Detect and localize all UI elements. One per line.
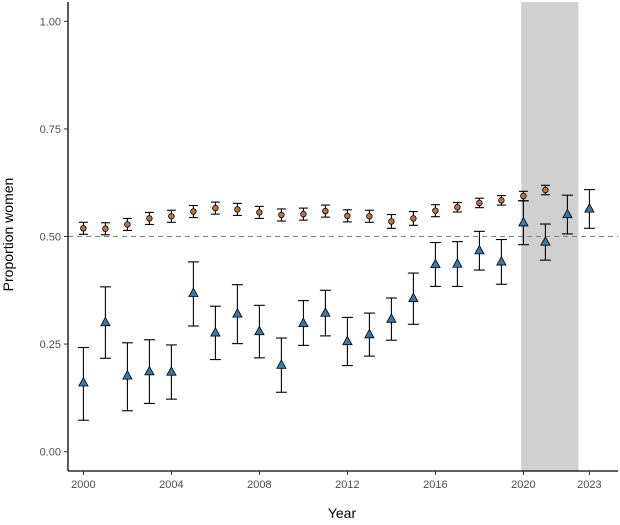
triangle-point	[78, 376, 89, 387]
triangle-point	[386, 313, 397, 323]
circle-point	[366, 213, 373, 220]
triangle-point	[276, 359, 287, 369]
y-tick-label: 0.25	[40, 339, 61, 351]
circle-point	[498, 197, 505, 204]
triangle-point	[452, 257, 463, 268]
circle-point	[454, 204, 461, 211]
circle-point	[278, 211, 285, 219]
circle-point	[300, 210, 307, 218]
y-tick-label: 0.75	[40, 124, 61, 136]
circle-point	[168, 213, 175, 220]
y-tick-label: 0.00	[40, 447, 61, 459]
triangle-point	[562, 208, 573, 219]
circle-point	[80, 225, 87, 232]
circle-point	[256, 209, 263, 216]
triangle-point	[166, 365, 177, 376]
x-tick-label: 2004	[159, 479, 183, 491]
circle-point	[344, 212, 351, 220]
x-tick-label: 2008	[247, 479, 271, 491]
circle-point	[476, 199, 483, 207]
circle-point	[102, 225, 109, 232]
y-tick-label: 0.50	[40, 232, 61, 244]
circle-point	[234, 206, 241, 213]
triangle-point	[342, 335, 353, 346]
circle-point	[322, 207, 329, 215]
x-tick-label: 2012	[335, 479, 359, 491]
y-tick-label: 1.00	[40, 16, 61, 28]
x-axis-title: Year	[328, 505, 357, 521]
triangle-point	[430, 258, 441, 269]
triangle-point	[540, 236, 551, 246]
triangle-point	[254, 325, 265, 336]
circle-point	[124, 221, 131, 228]
circle-point	[212, 204, 219, 212]
circle-point	[146, 215, 153, 222]
triangle-point	[122, 369, 133, 380]
triangle-point	[298, 317, 309, 328]
circle-point	[432, 207, 439, 214]
triangle-point	[496, 255, 507, 266]
triangle-point	[474, 244, 485, 255]
x-tick-label: 2020	[511, 479, 535, 491]
x-tick-label: 2023	[577, 479, 601, 491]
triangle-point	[232, 307, 243, 318]
circle-point	[542, 186, 549, 194]
triangle-point	[144, 365, 155, 376]
circle-point	[410, 215, 417, 222]
triangle-point	[584, 202, 595, 213]
y-axis-title: Proportion women	[0, 178, 16, 292]
triangle-point	[100, 316, 111, 327]
x-tick-label: 2016	[423, 479, 447, 491]
triangle-point	[320, 307, 331, 317]
circle-point	[520, 192, 527, 200]
triangle-point	[518, 216, 529, 227]
triangle-point	[210, 326, 221, 337]
triangle-point	[364, 328, 375, 339]
x-tick-label: 2000	[71, 479, 95, 491]
triangle-point	[188, 287, 199, 297]
circle-point	[388, 218, 395, 225]
circle-point	[190, 208, 197, 215]
triangle-point	[408, 292, 419, 303]
